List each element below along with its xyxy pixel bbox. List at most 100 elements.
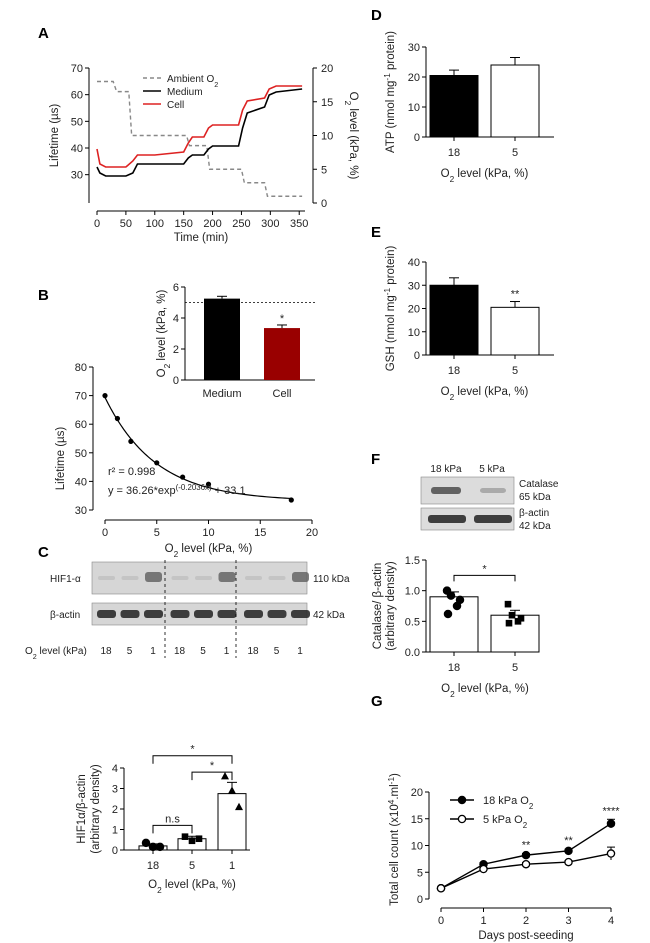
- e-y-tick-label: 0: [414, 350, 420, 362]
- c-ns-bracket-label: n.s: [165, 813, 180, 825]
- c-sig-18-1-bracket-label: *: [190, 744, 195, 756]
- f-blot-band-catalase: [480, 488, 506, 493]
- c-category-label: 18: [147, 860, 159, 872]
- b-x-tick-label: 10: [202, 527, 214, 539]
- a-y2-tick-label: 5: [321, 164, 327, 176]
- c-blot-lane-label: 5: [274, 646, 280, 657]
- a-legend-medium: Medium: [167, 87, 203, 98]
- e-y-axis-title: GSH (nmol mg-1 protein): [383, 246, 398, 372]
- b-x-axis-title-part: 2: [174, 550, 179, 559]
- panel-label-c: C: [38, 544, 49, 561]
- b-x-axis-title-part: level (kPa, %): [178, 543, 252, 555]
- a-legend-ambient-part: Ambient O: [167, 74, 214, 85]
- f-blot-condition-label: 18 kPa: [430, 464, 462, 475]
- f-data-point: [443, 609, 453, 619]
- panel-label-d: D: [371, 7, 382, 24]
- c-blot-band-faint: [268, 576, 286, 580]
- b-inset-y-axis-title-part: O: [156, 368, 168, 377]
- g-x-tick-label: 4: [608, 915, 614, 927]
- c-blot-band-faint: [195, 576, 212, 580]
- f-y-axis-title-2: (arbitrary density): [385, 561, 397, 651]
- g-legend-label-part: 18 kPa O: [483, 795, 529, 807]
- c-y-tick-label: 0: [112, 845, 118, 857]
- d-y-tick-label: 0: [414, 132, 420, 144]
- a-y2-tick-label: 0: [321, 198, 327, 210]
- a-legend-ambient: Ambient O2: [167, 74, 218, 89]
- b-inset-y-tick-label: 6: [173, 282, 179, 294]
- g-data-point: [521, 859, 531, 869]
- c-blot-lane-label: 5: [200, 646, 206, 657]
- f-category-label: 5: [512, 662, 518, 674]
- c-data-point: [188, 837, 196, 845]
- c-blot-band-faint: [171, 576, 189, 580]
- a-y-axis-title: Lifetime (µs): [49, 104, 61, 168]
- d-x-axis-title-part: level (kPa, %): [454, 168, 528, 180]
- g-significance: **: [522, 840, 531, 852]
- d-y-axis-title-part: ATP (nmol mg: [385, 81, 397, 153]
- a-series-cell: [96, 85, 303, 168]
- d-y-axis-title-part: -1: [383, 73, 392, 81]
- b-equation-text: y = 36.26*exp(-0.2036x) + 33.1: [108, 483, 246, 498]
- b-x-tick-label: 20: [306, 527, 318, 539]
- c-blot-lane-label: 18: [100, 646, 112, 657]
- f-blot-row-label: Catalase: [519, 479, 559, 490]
- c-blot-band-actin: [291, 610, 310, 618]
- f-y-tick-label: 1.5: [405, 555, 420, 567]
- g-data-point: [564, 846, 573, 856]
- a-series-ambient: [97, 80, 303, 197]
- c-blot-lanes-title: O2 level (kPa): [25, 646, 87, 661]
- panel-label-b: B: [38, 287, 49, 304]
- d-bar-18: [429, 75, 479, 138]
- c-blot-lane-label: 1: [297, 646, 303, 657]
- f-blot-band-actin: [428, 515, 466, 523]
- c-x-axis-title-part: O: [148, 879, 157, 891]
- g-legend-label-part: 2: [523, 821, 527, 830]
- c-category-label: 1: [229, 860, 235, 872]
- a-y2-axis-title-part: O: [347, 92, 359, 101]
- c-blot-band-hif: [292, 572, 309, 582]
- panel-label-g: G: [371, 693, 383, 710]
- f-data-point: [508, 611, 516, 619]
- f-x-axis-title-part: O: [441, 683, 450, 695]
- g-significance: **: [564, 835, 573, 847]
- e-y-tick-label: 20: [408, 304, 420, 316]
- c-data-point: [181, 833, 189, 840]
- f-data-point: [446, 591, 456, 600]
- a-series-medium: [96, 88, 303, 177]
- c-sig-5-1-bracket: [191, 771, 233, 781]
- b-y-tick-label: 50: [75, 448, 87, 460]
- a-y-tick-label: 60: [71, 90, 83, 102]
- b-y-tick-label: 80: [75, 362, 87, 374]
- b-y-tick-label: 40: [75, 476, 87, 488]
- f-blot-band-catalase: [431, 487, 461, 494]
- f-data-point: [452, 601, 462, 611]
- f-sig-bracket-label: *: [482, 563, 487, 575]
- b-y-axis-title: Lifetime (µs): [55, 427, 67, 491]
- b-y-tick-label: 60: [75, 419, 87, 431]
- g-y-axis-title-part: -1: [387, 777, 396, 785]
- a-y2-axis-title-part: 2: [344, 101, 353, 106]
- g-y-tick-label: 15: [411, 814, 423, 826]
- e-category-label: 5: [512, 365, 518, 377]
- e-bar-18: [429, 284, 479, 356]
- a-y-tick-label: 40: [71, 143, 83, 155]
- panel-label-f: F: [371, 451, 380, 468]
- g-y-tick-label: 0: [417, 894, 423, 906]
- e-y-axis-title-part: GSH (nmol mg: [385, 295, 397, 371]
- g-y-axis-title: Total cell count (x104.ml-1): [387, 773, 402, 906]
- a-x-tick-label: 250: [232, 218, 250, 230]
- b-equation-text-part: + 33.1: [212, 485, 246, 497]
- a-x-tick-label: 300: [261, 218, 279, 230]
- b-inset-bar-cell: [264, 328, 300, 380]
- b-inset-y-axis-title-part: 2: [163, 363, 172, 368]
- d-y-tick-label: 30: [408, 42, 420, 54]
- g-data-point: [521, 850, 531, 860]
- b-data-point: [128, 438, 134, 444]
- c-y-tick-label: 4: [112, 763, 118, 775]
- c-blot-band-actin: [97, 610, 116, 618]
- c-blot-band-actin: [144, 610, 163, 618]
- e-y-tick-label: 30: [408, 280, 420, 292]
- b-data-point: [288, 497, 294, 503]
- g-legend-label: 18 kPa O2: [483, 795, 533, 811]
